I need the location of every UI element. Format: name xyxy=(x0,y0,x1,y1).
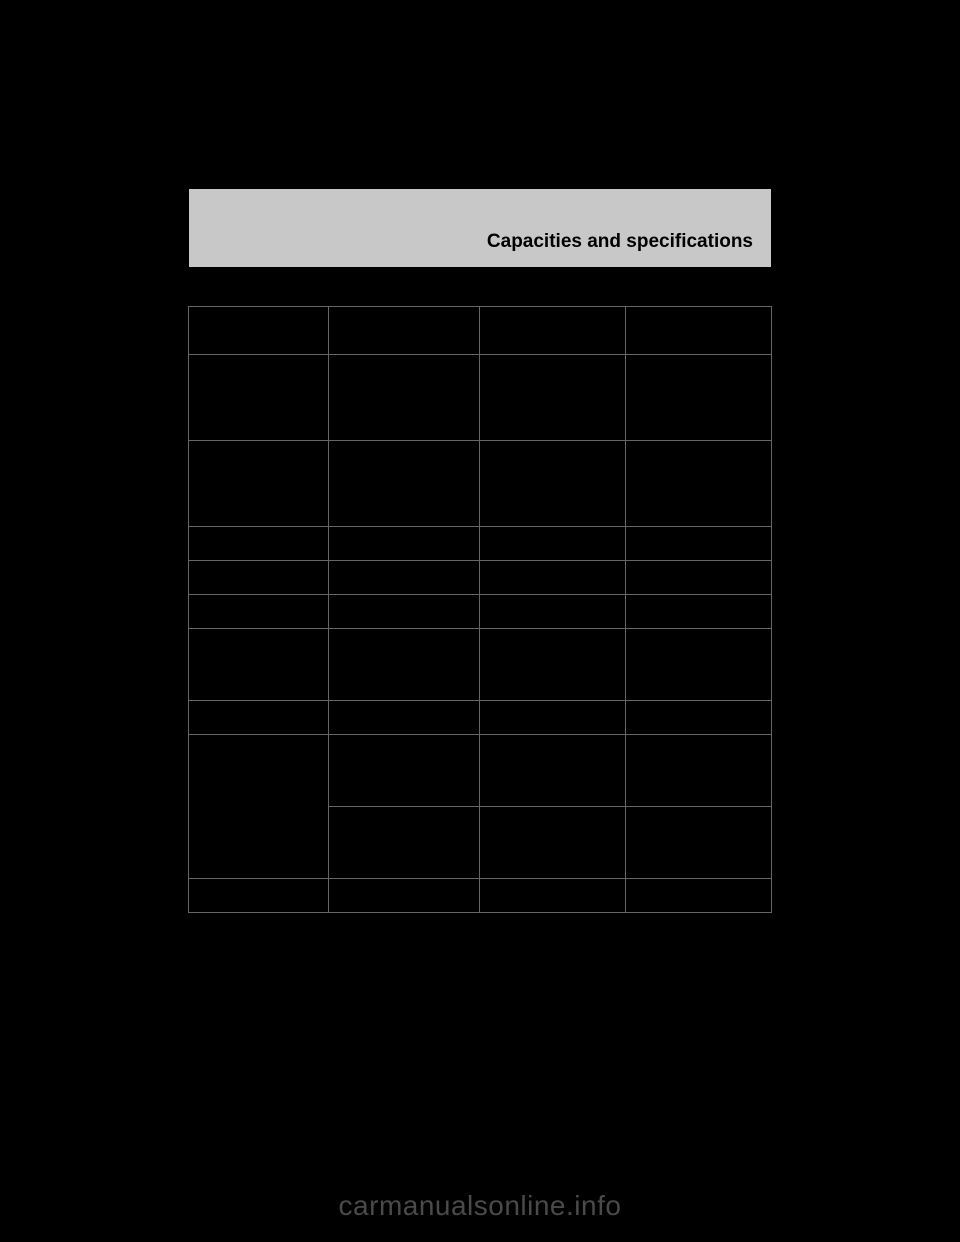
table-cell xyxy=(189,735,329,879)
table-cell xyxy=(480,701,626,735)
table-cell xyxy=(480,561,626,595)
table-cell xyxy=(626,441,772,527)
table-cell xyxy=(480,595,626,629)
table-row xyxy=(189,307,772,355)
table-row xyxy=(189,629,772,701)
table-cell xyxy=(189,561,329,595)
table-cell xyxy=(328,879,480,913)
table-cell xyxy=(626,735,772,807)
table-cell xyxy=(626,561,772,595)
table-cell xyxy=(328,441,480,527)
table-cell xyxy=(480,807,626,879)
document-page: Capacities and specifications xyxy=(188,188,772,1054)
table-cell xyxy=(189,701,329,735)
table-cell xyxy=(626,595,772,629)
header-bar: Capacities and specifications xyxy=(188,188,772,268)
table-cell xyxy=(480,629,626,701)
table-cell xyxy=(328,735,480,807)
table-cell xyxy=(480,527,626,561)
table-cell xyxy=(626,807,772,879)
table-cell xyxy=(626,527,772,561)
table-row xyxy=(189,441,772,527)
specifications-table xyxy=(188,306,772,913)
table-cell xyxy=(480,307,626,355)
table-row xyxy=(189,879,772,913)
table-cell xyxy=(328,807,480,879)
table-cell xyxy=(626,629,772,701)
specifications-table-wrap xyxy=(188,306,772,913)
table-cell xyxy=(626,701,772,735)
table-body xyxy=(189,307,772,913)
table-cell xyxy=(328,355,480,441)
table-row xyxy=(189,735,772,807)
table-row xyxy=(189,527,772,561)
table-cell xyxy=(189,307,329,355)
table-cell xyxy=(480,355,626,441)
table-cell xyxy=(480,441,626,527)
table-cell xyxy=(189,629,329,701)
table-row xyxy=(189,701,772,735)
table-cell xyxy=(480,735,626,807)
page-title: Capacities and specifications xyxy=(487,231,753,253)
table-cell xyxy=(189,355,329,441)
table-row xyxy=(189,595,772,629)
table-cell xyxy=(189,441,329,527)
table-row xyxy=(189,355,772,441)
table-cell xyxy=(328,561,480,595)
table-cell xyxy=(328,595,480,629)
table-cell xyxy=(328,527,480,561)
table-cell xyxy=(328,629,480,701)
table-cell xyxy=(626,879,772,913)
table-cell xyxy=(189,595,329,629)
table-cell xyxy=(328,307,480,355)
table-cell xyxy=(626,355,772,441)
table-cell xyxy=(328,701,480,735)
table-cell xyxy=(189,527,329,561)
watermark-text: carmanualsonline.info xyxy=(0,1190,960,1222)
table-cell xyxy=(480,879,626,913)
table-row xyxy=(189,561,772,595)
table-cell xyxy=(626,307,772,355)
table-cell xyxy=(189,879,329,913)
